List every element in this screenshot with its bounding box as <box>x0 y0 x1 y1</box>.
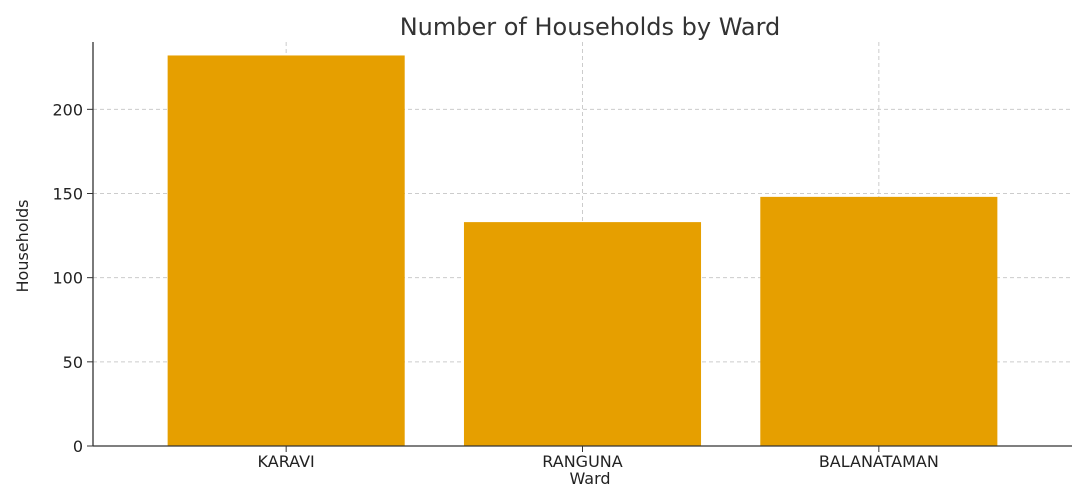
bar-ranguna <box>463 222 702 446</box>
x-axis-ticks: KARAVI RANGUNA BALANATAMAN <box>258 446 939 471</box>
bar-karavi <box>167 55 405 446</box>
y-axis-label: Households <box>13 199 32 292</box>
y-tick-label: 150 <box>52 185 83 204</box>
x-axis-label: Ward <box>569 469 610 486</box>
x-tick-label: BALANATAMAN <box>819 452 939 471</box>
bar-balanataman <box>760 196 998 446</box>
y-tick-label: 100 <box>52 269 83 288</box>
chart-title: Number of Households by Ward <box>400 13 781 41</box>
y-tick-label: 200 <box>52 100 83 119</box>
y-axis-ticks: 0 50 100 150 200 <box>52 100 93 456</box>
y-tick-label: 0 <box>73 437 83 456</box>
x-tick-label: KARAVI <box>258 452 315 471</box>
bars <box>167 55 998 446</box>
y-tick-label: 50 <box>63 353 83 372</box>
x-tick-label: RANGUNA <box>542 452 622 471</box>
